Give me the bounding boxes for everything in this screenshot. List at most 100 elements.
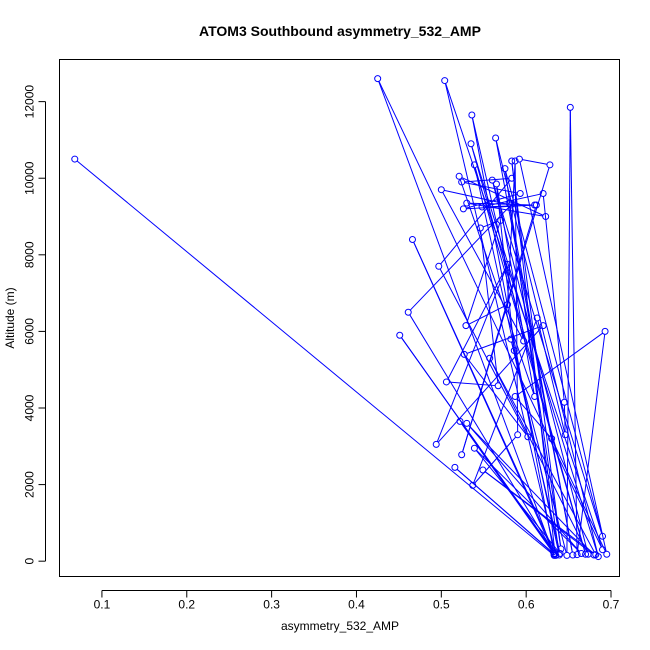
data-point — [492, 134, 500, 142]
data-point — [508, 174, 516, 182]
data-point — [531, 393, 539, 401]
x-tick-label: 0.1 — [94, 598, 111, 612]
series-segment — [511, 341, 567, 553]
data-point — [603, 550, 611, 558]
series-segment — [469, 202, 532, 206]
data-point — [582, 550, 590, 558]
data-point — [455, 172, 463, 180]
data-point — [507, 335, 515, 343]
data-point — [551, 550, 559, 558]
data-point — [516, 190, 524, 198]
x-tick-label: 0.4 — [348, 598, 365, 612]
series-segment — [409, 314, 553, 550]
data-point — [504, 260, 511, 268]
y-tick-label: 8000 — [23, 241, 37, 268]
data-point — [486, 354, 494, 362]
data-point — [515, 155, 523, 163]
series-segment — [511, 163, 556, 551]
data-point — [476, 224, 484, 232]
y-axis: 0 2000 4000 6000 8000 10000 12000 — [23, 85, 46, 565]
x-tick-label: 0.5 — [433, 598, 450, 612]
series-segment — [466, 223, 501, 323]
data-point — [459, 205, 467, 213]
data-point — [539, 322, 547, 330]
series-segment — [413, 242, 555, 551]
data-point — [501, 165, 509, 173]
data-point — [494, 382, 502, 390]
series-segment — [461, 177, 544, 216]
series-segment — [474, 167, 586, 552]
data-point — [488, 176, 496, 184]
series-segment — [469, 203, 543, 217]
series-segment — [511, 341, 560, 551]
series-segment — [464, 177, 509, 183]
series-segment — [482, 220, 499, 228]
series-segment — [468, 425, 580, 552]
data-point — [437, 186, 445, 194]
data-point — [463, 199, 471, 207]
series-segment — [461, 423, 554, 552]
chart-title: ATOM3 Southbound asymmetry_532_AMP — [199, 23, 481, 39]
series-segment — [466, 326, 541, 354]
y-tick-label: 12000 — [23, 85, 37, 119]
series-segment — [456, 468, 553, 553]
data-point — [566, 103, 574, 111]
series-segment — [522, 159, 548, 165]
data-point — [539, 190, 547, 198]
plot-area-frame — [59, 59, 620, 577]
data-point — [590, 551, 598, 559]
series-segment — [495, 140, 573, 553]
series-segment — [566, 110, 571, 553]
data-point — [470, 161, 478, 169]
data-point — [511, 157, 519, 165]
data-point — [546, 161, 554, 169]
x-tick-label: 0.2 — [178, 598, 195, 612]
data-point — [542, 213, 550, 221]
series-segment — [496, 186, 515, 348]
data-point — [563, 551, 571, 559]
data-point — [531, 201, 539, 209]
series-segment — [514, 163, 519, 432]
series-segment — [516, 398, 551, 437]
data-point — [556, 550, 564, 558]
series-segment — [476, 449, 580, 552]
series-segment — [475, 450, 559, 552]
data-point — [514, 431, 522, 439]
data-point — [548, 435, 556, 443]
data-point — [441, 77, 449, 85]
series-segment — [468, 425, 593, 554]
series-segment — [480, 230, 499, 383]
data-point — [557, 545, 565, 553]
y-tick-label: 4000 — [23, 394, 37, 421]
x-axis-label: asymmetry_532_AMP — [281, 619, 399, 633]
x-axis: 0.1 0.2 0.3 0.4 0.5 0.6 0.7 — [94, 590, 620, 612]
y-axis-label: Altitude (m) — [3, 287, 17, 348]
data-point — [71, 155, 79, 163]
series-segment — [495, 140, 599, 554]
data-point — [561, 431, 569, 439]
data-point — [508, 157, 516, 165]
series-segment — [378, 81, 554, 553]
data-point — [456, 417, 464, 425]
series-segment — [490, 360, 588, 552]
data-point — [460, 350, 468, 358]
series-segment — [466, 193, 518, 209]
series-segment — [439, 268, 527, 435]
data-point — [432, 440, 440, 448]
x-tick-label: 0.3 — [263, 598, 280, 612]
series-segment — [542, 196, 565, 400]
series-segment — [437, 327, 542, 443]
series-layer — [71, 75, 611, 561]
series-segment — [484, 471, 592, 554]
x-tick-label: 0.6 — [518, 598, 535, 612]
series-segment — [505, 171, 603, 534]
data-point — [463, 419, 471, 427]
data-point — [469, 481, 477, 489]
series-segment — [507, 163, 516, 302]
data-point — [520, 337, 528, 345]
data-point — [497, 216, 505, 224]
data-point — [505, 199, 513, 207]
data-point — [396, 331, 404, 339]
data-point — [404, 308, 412, 316]
data-point — [524, 433, 532, 441]
